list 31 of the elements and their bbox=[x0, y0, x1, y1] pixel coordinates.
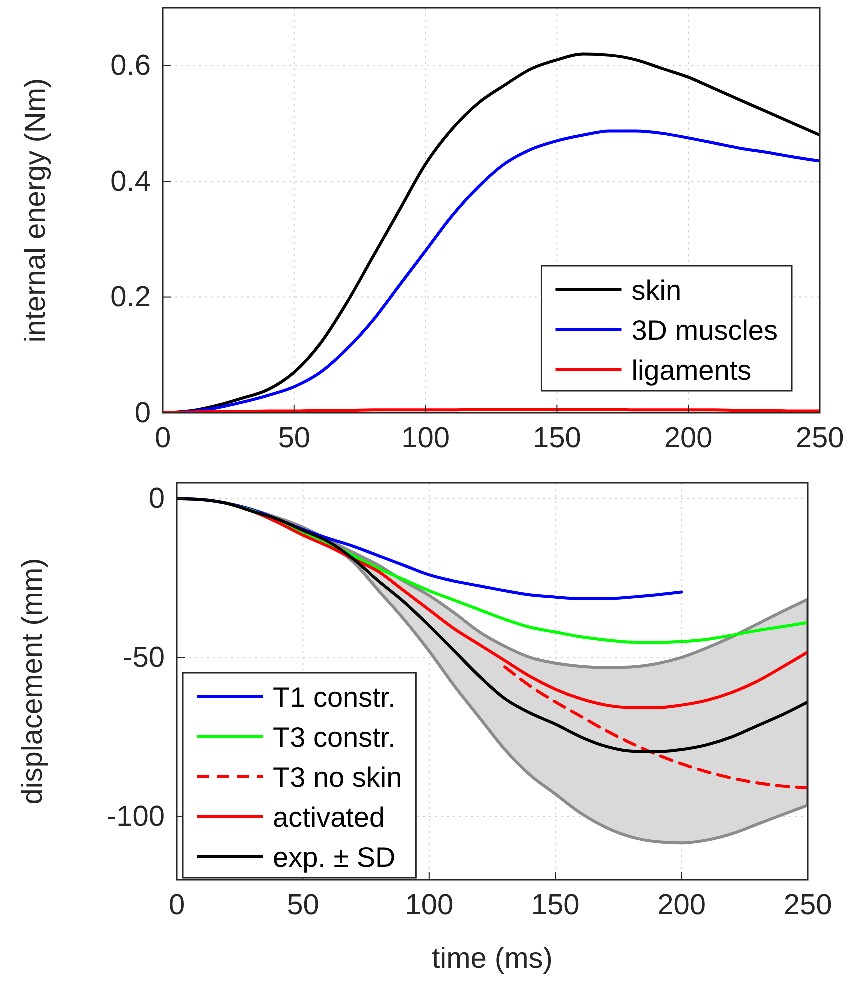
x-tick-label: 100 bbox=[405, 890, 454, 922]
x-tick-label: 150 bbox=[531, 890, 580, 922]
y-tick-label: 0.4 bbox=[110, 166, 151, 198]
y-tick-label: -100 bbox=[106, 800, 165, 833]
x-tick-label: 100 bbox=[402, 422, 450, 455]
y-axis-title: internal energy (Nm) bbox=[20, 78, 52, 343]
legend-label: exp. ± SD bbox=[273, 842, 396, 873]
x-tick-label: 250 bbox=[784, 890, 832, 922]
x-tick-label: 200 bbox=[664, 422, 713, 455]
x-tick-label: 250 bbox=[796, 422, 844, 455]
line-series bbox=[177, 497, 808, 754]
y-tick-label: 0 bbox=[134, 397, 151, 430]
legend-label: skin bbox=[632, 275, 682, 306]
x-tick-label: 150 bbox=[533, 422, 582, 455]
legend-label: T1 constr. bbox=[273, 682, 396, 713]
y-tick-label: 0 bbox=[148, 483, 165, 516]
line-series bbox=[504, 666, 808, 790]
y-axis-title: displacement (mm) bbox=[17, 558, 49, 805]
legend-label: 3D muscles bbox=[632, 315, 778, 346]
x-tick-label: 50 bbox=[287, 890, 320, 922]
y-tick-label: -50 bbox=[123, 642, 165, 674]
x-tick-label: 50 bbox=[278, 422, 311, 455]
legend-label: T3 constr. bbox=[273, 722, 396, 753]
x-tick-label: 200 bbox=[658, 890, 706, 922]
legend-label: ligaments bbox=[632, 355, 752, 386]
y-tick-label: 0.2 bbox=[110, 282, 151, 314]
x-axis-title: time (ms) bbox=[432, 943, 553, 975]
x-tick-label: 0 bbox=[168, 890, 186, 922]
legend-label: T3 no skin bbox=[273, 762, 402, 793]
legend-label: activated bbox=[273, 802, 386, 833]
y-tick-label: 0.6 bbox=[110, 50, 151, 82]
